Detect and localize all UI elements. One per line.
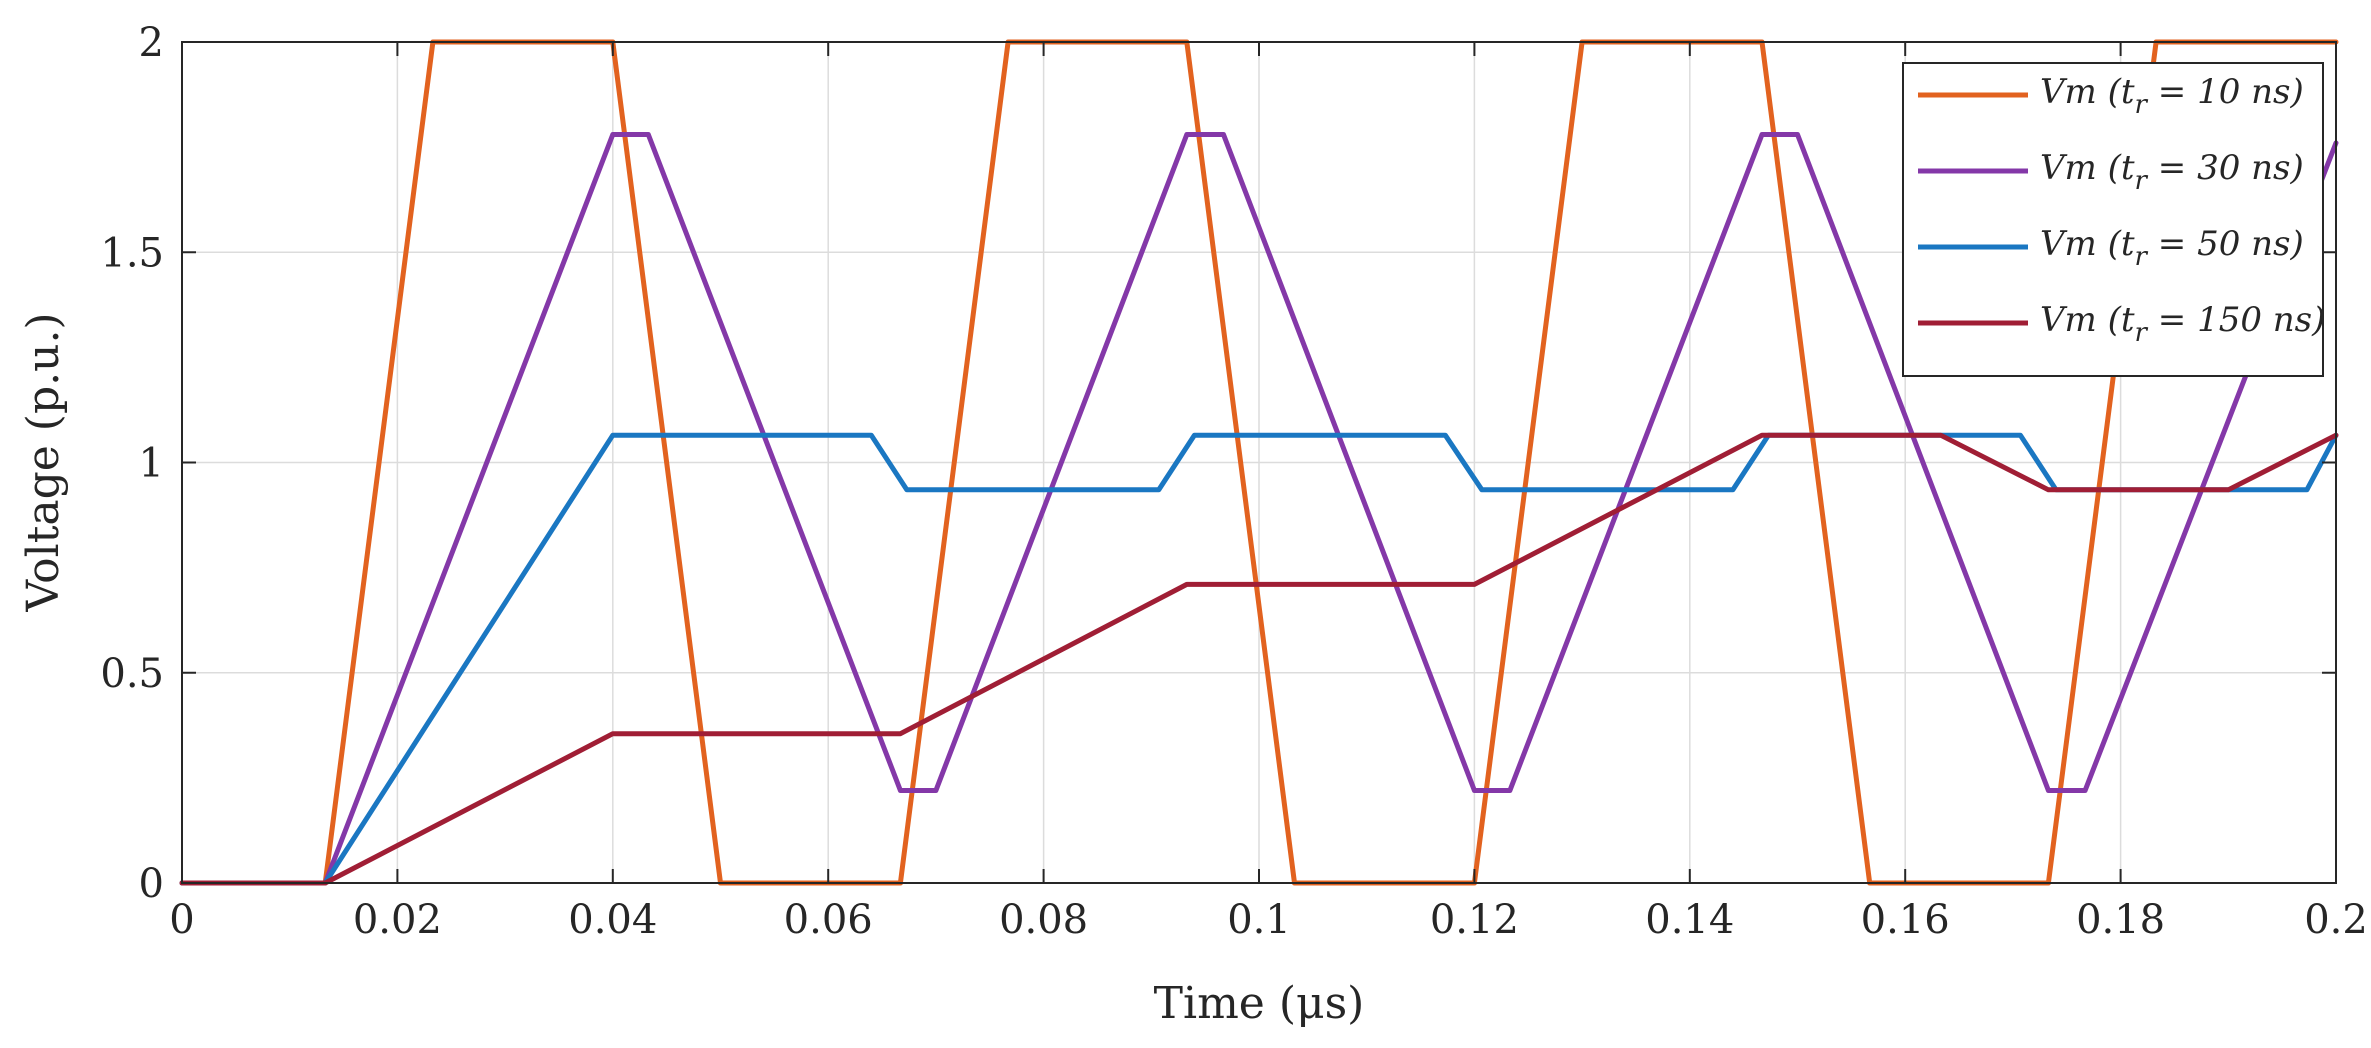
x-tick-label: 0.06 <box>784 897 873 943</box>
y-tick-label: 0 <box>139 861 164 907</box>
series-line-2 <box>179 132 2339 886</box>
x-tick-label: 0.18 <box>2076 897 2165 943</box>
legend: Vm (tr = 10 ns) Vm (tr = 30 ns) Vm (tr = 5… <box>1902 62 2325 377</box>
x-tick-label: 0 <box>169 897 194 943</box>
x-tick-label: 0.08 <box>999 897 1088 943</box>
legend-label: Vm (tr = 50 ns) <box>2040 224 2304 272</box>
x-tick-label: 0.02 <box>353 897 442 943</box>
y-tick-label: 1 <box>139 441 164 487</box>
x-axis-title: Time (μs) <box>1154 978 1365 1029</box>
x-tick-label: 0.14 <box>1645 897 1734 943</box>
axis-ticks: 0 0.02 0.04 0.06 0.08 0.1 0.12 0.14 0.16 0.18 0.2 0… <box>100 20 2367 943</box>
series-line-3 <box>179 432 2339 886</box>
y-tick-label: 0.5 <box>100 651 164 697</box>
legend-label: Vm (tr = 10 ns) <box>2040 72 2304 120</box>
x-tick-label: 0.2 <box>2304 897 2368 943</box>
x-tick-label: 0.04 <box>568 897 657 943</box>
x-tick-label: 0.16 <box>1861 897 1950 943</box>
x-tick-label: 0.12 <box>1430 897 1519 943</box>
legend-label: Vm (tr = 30 ns) <box>2040 148 2304 196</box>
y-axis-title: Voltage (p.u.) <box>18 312 69 612</box>
y-tick-label: 1.5 <box>100 230 164 276</box>
legend-label: Vm (tr = 150 ns) <box>2040 300 2325 348</box>
series-line-4 <box>179 432 2339 886</box>
y-tick-label: 2 <box>139 20 164 66</box>
x-tick-label: 0.1 <box>1227 897 1291 943</box>
